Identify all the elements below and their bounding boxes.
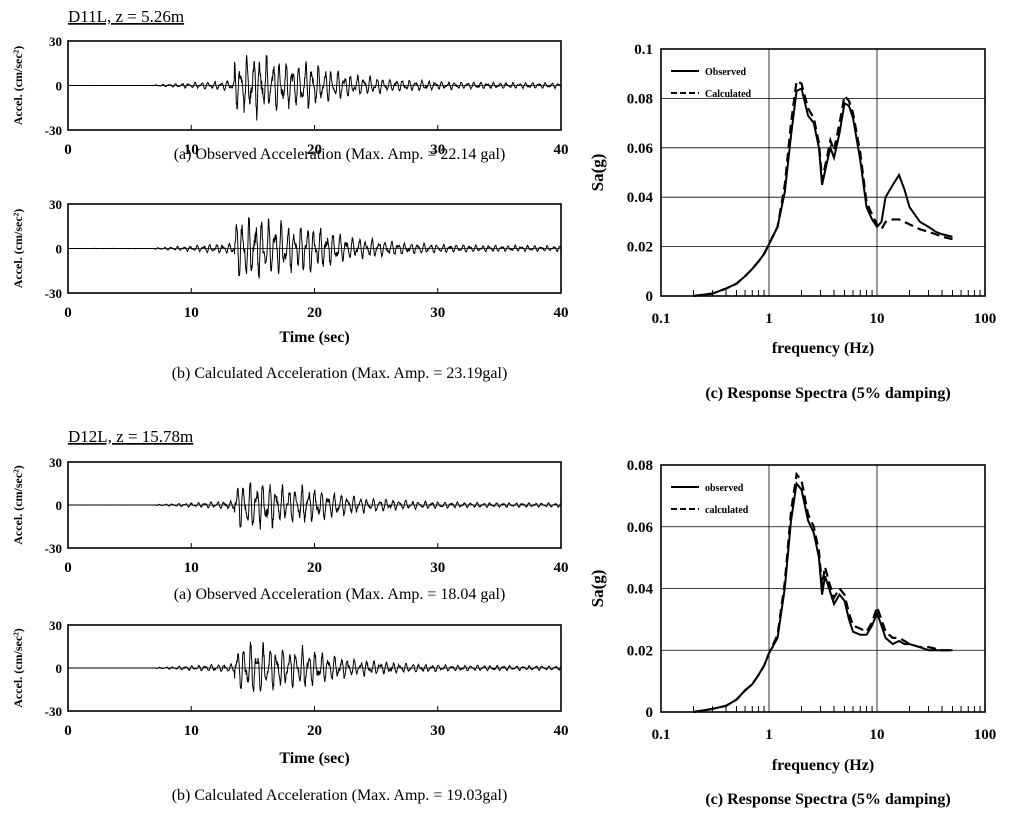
y-axis-label: Accel. (cm/sec²)	[11, 46, 25, 126]
x-tick-label: 10	[870, 311, 885, 327]
x-tick-label: 40	[554, 305, 569, 321]
x-tick-label: 0.1	[652, 727, 671, 743]
y-tick-label: 0.1	[634, 42, 653, 58]
y-tick-label: 0.02	[627, 240, 653, 256]
x-tick-label: 100	[974, 311, 997, 327]
panel-caption: (a) Observed Acceleration (Max. Amp. = 2…	[174, 146, 506, 163]
legend-label: Calculated	[705, 89, 752, 100]
y-tick-label: 0	[56, 79, 63, 94]
plot-frame	[660, 464, 986, 713]
series-line-calculated	[693, 79, 953, 298]
x-tick-label: 1	[765, 311, 773, 327]
acceleration-trace	[68, 641, 562, 692]
x-axis-label: frequency (Hz)	[772, 340, 874, 357]
y-tick-label: 0.02	[627, 643, 653, 659]
x-tick-label: 1	[765, 727, 773, 743]
y-axis-label: Accel. (cm/sec²)	[11, 209, 25, 289]
x-axis-label: frequency (Hz)	[772, 757, 874, 774]
x-tick-label: 10	[184, 142, 199, 158]
acceleration-trace	[67, 55, 562, 121]
x-tick-label: 100	[974, 727, 997, 743]
y-tick-label: 30	[49, 618, 62, 633]
x-tick-label: 40	[554, 723, 569, 739]
plot-frame	[660, 48, 986, 297]
group-label: D11L, z = 5.26m	[68, 7, 184, 26]
legend-label: observed	[705, 483, 744, 494]
legend-label: Observed	[705, 67, 747, 78]
x-tick-label: 0	[64, 142, 72, 158]
y-tick-label: 30	[49, 197, 62, 212]
panel-caption: (a) Observed Acceleration (Max. Amp. = 1…	[174, 586, 506, 603]
y-tick-label: 0	[56, 242, 63, 257]
x-tick-label: 20	[307, 305, 322, 321]
y-tick-label: 0.08	[627, 458, 653, 474]
y-tick-label: 0	[56, 661, 63, 676]
x-tick-label: 0	[64, 305, 72, 321]
x-tick-label: 0.1	[652, 311, 671, 327]
y-axis-label: Sa(g)	[588, 154, 607, 192]
acceleration-trace	[67, 482, 562, 530]
x-tick-label: 10	[870, 727, 885, 743]
y-tick-label: 0.06	[627, 141, 654, 157]
panel-caption: (b) Calculated Acceleration (Max. Amp. =…	[172, 787, 508, 804]
x-tick-label: 20	[307, 560, 322, 576]
y-tick-label: 30	[49, 455, 62, 470]
series-line-observed	[693, 481, 953, 713]
x-tick-label: 30	[430, 723, 445, 739]
y-tick-label: 0.04	[627, 582, 654, 598]
chart-3: Observed Calculated 0.1 1 10 100 0 0.02 0.04 0.06…	[588, 42, 996, 402]
legend-label: calculated	[705, 505, 749, 516]
x-tick-label: 0	[64, 560, 72, 576]
y-tick-label: 0.04	[627, 190, 654, 206]
y-tick-label: 0.06	[627, 520, 654, 536]
y-tick-label: -30	[45, 704, 62, 719]
x-tick-label: 40	[554, 142, 569, 158]
x-tick-label: 40	[554, 560, 569, 576]
x-tick-label: 20	[307, 142, 322, 158]
y-tick-label: -30	[45, 123, 62, 138]
y-tick-label: 0	[646, 289, 654, 305]
acceleration-trace	[67, 217, 562, 279]
x-tick-label: 10	[184, 723, 199, 739]
panel-caption: (c) Response Spectra (5% damping)	[705, 791, 950, 808]
x-tick-label: 30	[430, 560, 445, 576]
chart-6: observed calculated 0.1 1 10 100 0 0.02 0.04 0.06…	[588, 458, 996, 808]
y-tick-label: 0.08	[627, 91, 653, 107]
panel-caption: (c) Response Spectra (5% damping)	[705, 385, 950, 402]
series-line-observed	[693, 87, 953, 297]
y-axis-label: Accel. (cm/sec²)	[11, 628, 25, 708]
y-axis-label: Accel. (cm/sec²)	[11, 465, 25, 545]
y-tick-label: 0	[56, 498, 63, 513]
y-tick-label: -30	[45, 286, 62, 301]
y-tick-label: 30	[49, 34, 62, 49]
y-tick-label: -30	[45, 541, 62, 556]
series-line-calculated	[693, 471, 953, 714]
y-tick-label: 0	[646, 705, 654, 721]
x-tick-label: 20	[307, 723, 322, 739]
panel-caption: (b) Calculated Acceleration (Max. Amp. =…	[172, 365, 508, 382]
x-tick-label: 30	[430, 142, 445, 158]
x-tick-label: 10	[184, 560, 199, 576]
x-tick-label: 10	[184, 305, 199, 321]
x-tick-label: 0	[64, 723, 72, 739]
x-axis-label: Time (sec)	[279, 750, 349, 767]
x-axis-label: Time (sec)	[279, 329, 349, 346]
y-axis-label: Sa(g)	[588, 570, 607, 608]
x-tick-label: 30	[430, 305, 445, 321]
group-label: D12L, z = 15.78m	[68, 427, 193, 446]
